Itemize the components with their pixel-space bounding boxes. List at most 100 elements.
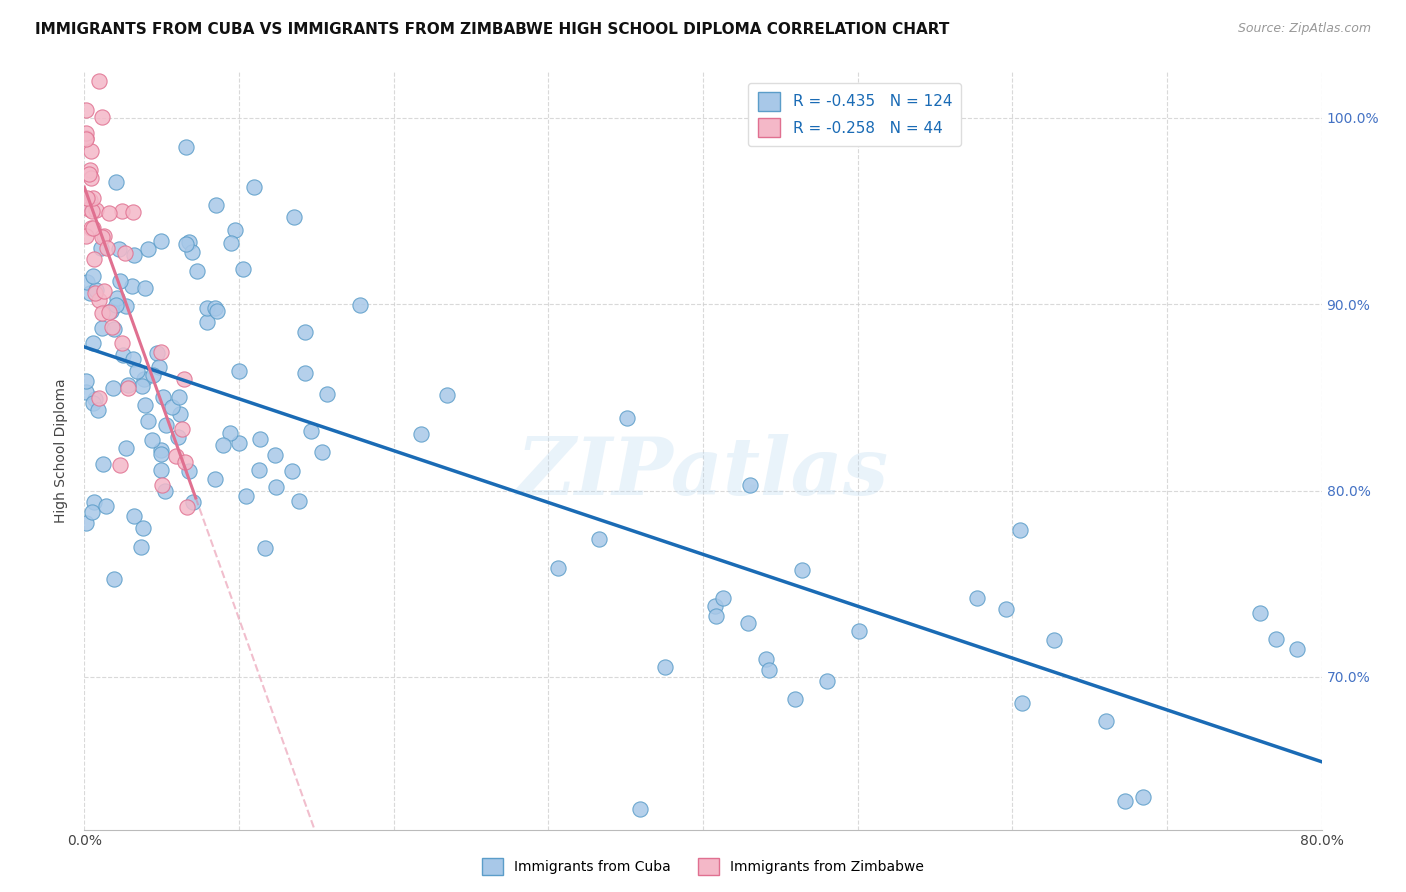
Point <box>1249 606 1271 620</box>
Point <box>82 203 104 218</box>
Point <box>104 175 127 189</box>
Point <box>283 210 305 224</box>
Point <box>228 436 250 450</box>
Point <box>176 500 198 514</box>
Point <box>815 673 838 688</box>
Point <box>75 130 97 145</box>
Point <box>105 291 128 305</box>
Point <box>616 411 638 425</box>
Point <box>547 561 569 575</box>
Point <box>98 206 121 220</box>
Legend: R = -0.435   N = 124, R = -0.258   N = 44: R = -0.435 N = 124, R = -0.258 N = 44 <box>748 83 962 146</box>
Point <box>146 346 169 360</box>
Point <box>235 489 257 503</box>
Point <box>114 245 136 260</box>
Point <box>755 652 778 666</box>
Point <box>1265 632 1288 646</box>
Point <box>138 242 160 256</box>
Point <box>87 391 110 405</box>
Legend: Immigrants from Cuba, Immigrants from Zimbabwe: Immigrants from Cuba, Immigrants from Zi… <box>477 853 929 880</box>
Point <box>737 616 759 631</box>
Point <box>103 322 125 336</box>
Point <box>204 472 226 486</box>
Point <box>224 223 246 237</box>
Point <box>75 385 97 400</box>
Point <box>117 377 139 392</box>
Point <box>149 344 172 359</box>
Point <box>628 802 651 816</box>
Point <box>82 335 104 350</box>
Point <box>1285 641 1308 656</box>
Point <box>254 541 277 555</box>
Point <box>79 193 101 207</box>
Point <box>84 286 107 301</box>
Point <box>132 372 155 386</box>
Point <box>141 433 163 447</box>
Point <box>103 572 125 586</box>
Point <box>197 315 219 329</box>
Point <box>91 321 114 335</box>
Point <box>96 499 118 513</box>
Point <box>149 235 172 249</box>
Point <box>740 478 762 492</box>
Point <box>205 304 228 318</box>
Point <box>129 540 152 554</box>
Point <box>84 202 107 217</box>
Point <box>654 660 676 674</box>
Point <box>294 325 316 339</box>
Point <box>101 381 124 395</box>
Point <box>79 285 101 300</box>
Point <box>104 298 127 312</box>
Point <box>173 372 195 386</box>
Point <box>87 73 110 87</box>
Point <box>112 348 135 362</box>
Point <box>75 126 97 140</box>
Point <box>79 202 101 217</box>
Point <box>219 235 242 250</box>
Text: ZIPatlas: ZIPatlas <box>517 434 889 512</box>
Point <box>167 390 190 404</box>
Point <box>1011 696 1033 710</box>
Point <box>176 237 198 252</box>
Text: Source: ZipAtlas.com: Source: ZipAtlas.com <box>1237 22 1371 36</box>
Point <box>994 602 1017 616</box>
Point <box>177 235 200 249</box>
Point <box>98 305 121 319</box>
Point <box>411 426 433 441</box>
Point <box>115 441 138 455</box>
Point <box>281 464 304 478</box>
Point <box>247 463 270 477</box>
Point <box>711 591 734 605</box>
Point <box>122 204 145 219</box>
Point <box>211 438 233 452</box>
Point <box>181 244 204 259</box>
Point <box>181 495 204 509</box>
Point <box>142 368 165 382</box>
Point <box>89 293 111 307</box>
Point <box>150 463 173 477</box>
Point <box>165 449 187 463</box>
Point <box>122 509 145 524</box>
Point <box>121 279 143 293</box>
Point <box>758 663 780 677</box>
Point <box>82 396 104 410</box>
Point <box>84 283 107 297</box>
Point <box>1010 523 1032 537</box>
Point <box>108 458 131 472</box>
Point <box>132 521 155 535</box>
Point <box>966 591 988 605</box>
Point <box>263 448 285 462</box>
Point <box>150 477 173 491</box>
Point <box>75 374 97 388</box>
Point <box>131 379 153 393</box>
Point <box>264 480 287 494</box>
Point <box>82 268 104 283</box>
Point <box>83 252 105 266</box>
Point <box>117 381 139 395</box>
Point <box>704 609 727 624</box>
Point <box>160 400 183 414</box>
Point <box>294 366 316 380</box>
Point <box>79 170 101 185</box>
Point <box>77 197 100 211</box>
Point <box>249 433 271 447</box>
